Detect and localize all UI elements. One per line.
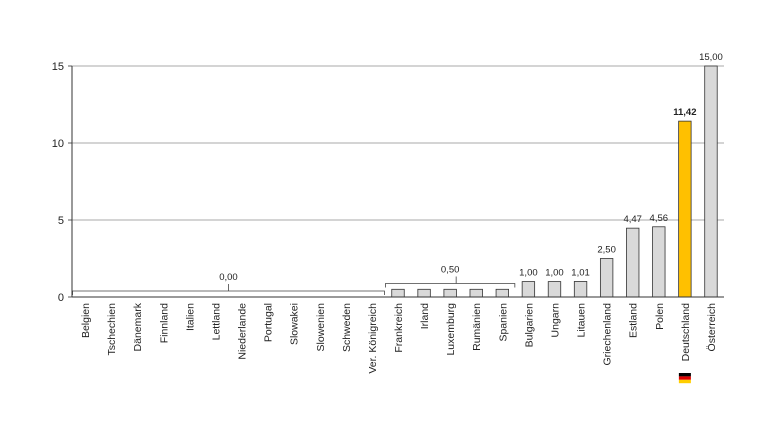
value-label-ungarn: 1,00 [545, 268, 564, 279]
flag-stripe-black [678, 373, 691, 377]
bar-griechenland [599, 258, 614, 298]
category-label-irland: Irland [419, 303, 431, 329]
germany-flag [678, 373, 691, 384]
bars [391, 65, 718, 298]
bar-bulgarien [521, 281, 536, 298]
bar-deutschland [678, 120, 692, 298]
bar-litauen [573, 281, 588, 298]
group-brackets [72, 276, 516, 295]
category-label-belgien: Belgien [80, 303, 92, 338]
category-label-estland: Estland [628, 303, 640, 338]
category-label-portugal: Portugal [263, 303, 275, 342]
category-label-spanien: Spanien [497, 303, 509, 342]
bar-luxemburg [443, 288, 457, 298]
group-label-1: 0,50 [441, 265, 460, 276]
value-label-bulgarien: 1,00 [519, 268, 538, 279]
flag-stripe-red [678, 376, 691, 380]
category-label-litauen: Litauen [576, 303, 588, 338]
category-label-daenemark: Dänemark [132, 302, 144, 351]
category-label-bulgarien: Bulgarien [523, 303, 535, 348]
bar-rumaenien [469, 288, 483, 298]
bar-polen [652, 226, 666, 298]
category-label-luxemburg: Luxemburg [445, 303, 457, 356]
category-label-niederlande: Niederlande [237, 303, 249, 360]
bar-ungarn [547, 281, 562, 298]
category-label-schweden: Schweden [341, 303, 353, 352]
grid-lines [72, 65, 724, 221]
y-tick-label-15: 15 [52, 61, 64, 73]
category-label-oesterreich: Österreich [706, 303, 718, 352]
y-axis-ticks: 0 5 10 15 [52, 61, 72, 304]
category-label-lettland: Lettland [210, 303, 222, 341]
category-label-italien: Italien [184, 303, 196, 331]
y-tick-label-0: 0 [58, 292, 64, 304]
category-labels: Belgien Tschechien Dänemark Finnland Italien… [80, 302, 718, 373]
value-label-griechenland: 2,50 [597, 245, 616, 256]
bar-spanien [495, 288, 509, 298]
group-bracket-1 [385, 283, 516, 288]
bar-estland [626, 227, 640, 298]
category-label-slowenien: Slowenien [315, 303, 327, 352]
category-label-griechenland: Griechenland [602, 303, 614, 366]
category-label-ver-koenigreich: Ver. Königreich [367, 303, 379, 374]
category-label-rumaenien: Rumänien [471, 303, 483, 351]
bar-frankreich [391, 288, 405, 298]
bar-oesterreich [704, 65, 718, 298]
group-label-0: 0,00 [219, 272, 238, 283]
category-label-polen: Polen [654, 303, 666, 330]
flag-stripe-gold [678, 379, 691, 384]
value-label-deutschland: 11,42 [673, 107, 696, 118]
value-label-oesterreich: 15,00 [699, 52, 723, 63]
flag [678, 373, 691, 384]
category-label-finnland: Finnland [158, 303, 170, 343]
category-label-slowakei: Slowakei [289, 303, 301, 345]
category-label-tschechien: Tschechien [106, 303, 118, 356]
value-labels: 0,00 0,50 1,00 1,00 1,01 2,50 4,47 4,56 11,42 15,… [219, 52, 723, 283]
bar-irland [417, 288, 431, 298]
category-label-deutschland: Deutschland [680, 303, 692, 362]
axes [71, 66, 724, 298]
value-label-litauen: 1,01 [571, 267, 590, 278]
y-tick-label-5: 5 [58, 215, 64, 227]
y-tick-label-10: 10 [52, 138, 64, 150]
group-bracket-0 [72, 290, 385, 295]
category-label-frankreich: Frankreich [393, 303, 405, 353]
value-label-polen: 4,56 [650, 213, 669, 224]
value-label-estland: 4,47 [623, 214, 642, 225]
category-label-ungarn: Ungarn [549, 303, 561, 338]
